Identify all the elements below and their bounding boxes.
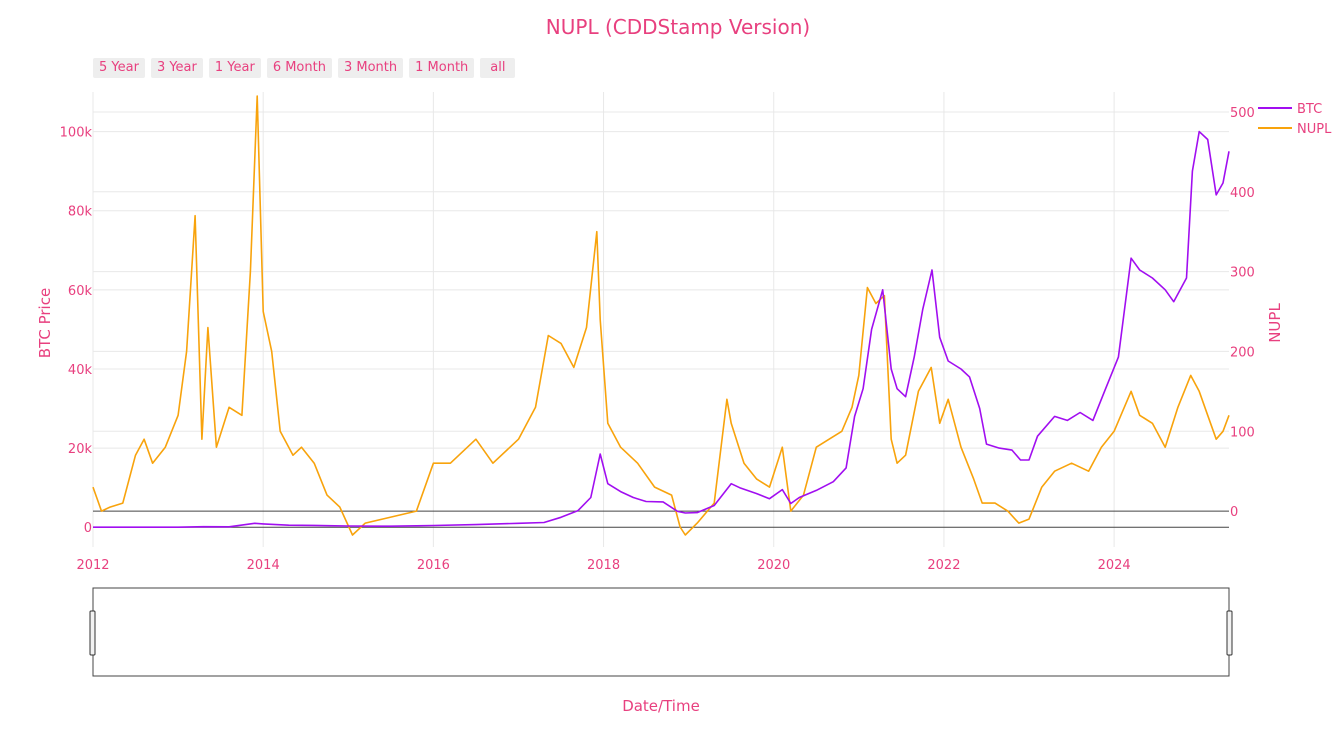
range-button-1-month[interactable]: 1 Month — [409, 58, 475, 78]
y-axis-title: BTC Price — [36, 288, 54, 358]
y2-tick-label: 200 — [1230, 345, 1255, 360]
grid-lines — [92, 92, 1229, 547]
y-tick-label: 0 — [84, 521, 92, 536]
range-button-1-year[interactable]: 1 Year — [208, 58, 261, 78]
y2-tick-label: 0 — [1230, 505, 1238, 520]
series-layer — [92, 95, 1230, 536]
x-tick-label: 2024 — [1098, 558, 1131, 573]
x-tick-label: 2016 — [417, 558, 450, 573]
y-tick-label: 100k — [60, 126, 93, 141]
y-tick-label: 80k — [68, 205, 93, 220]
x-tick-label: 2014 — [247, 558, 280, 573]
series-line-nupl — [92, 95, 1230, 536]
legend-item-nupl[interactable]: NUPL — [1258, 122, 1332, 137]
range-slider-track[interactable] — [92, 587, 1230, 677]
chart-title: NUPL (CDDStamp Version) — [545, 15, 811, 39]
y-tick-label: 40k — [68, 363, 93, 378]
range-slider-right-handle[interactable] — [1226, 610, 1233, 656]
axis-labels: 2012 2014 2016 2018 2020 2022 2024 0 20k 40k 60k 80… — [60, 106, 1255, 573]
x-tick-label: 2018 — [587, 558, 620, 573]
legend: BTC NUPL — [1258, 102, 1332, 137]
x-axis-title: Date/Time — [622, 697, 700, 715]
zero-lines — [93, 510, 1229, 528]
y2-tick-label: 500 — [1230, 106, 1255, 121]
legend-label-btc: BTC — [1297, 102, 1322, 117]
legend-label-nupl: NUPL — [1297, 122, 1332, 137]
x-tick-label: 2022 — [927, 558, 960, 573]
range-button-3-month[interactable]: 3 Month — [337, 58, 404, 78]
range-button-3-year[interactable]: 3 Year — [150, 58, 203, 78]
y2-tick-label: 300 — [1230, 266, 1255, 281]
range-slider-left-handle[interactable] — [89, 610, 96, 656]
range-button-5-year[interactable]: 5 Year — [93, 58, 145, 78]
legend-item-btc[interactable]: BTC — [1258, 102, 1322, 117]
range-button-6-month[interactable]: 6 Month — [266, 58, 332, 78]
y2-tick-label: 100 — [1230, 425, 1255, 440]
range-selector: 5 Year 3 Year 1 Year 6 Month 3 Month 1 M… — [93, 58, 516, 78]
y2-axis-title: NUPL — [1266, 303, 1284, 343]
range-button-all[interactable]: all — [480, 58, 516, 78]
x-tick-label: 2020 — [757, 558, 790, 573]
series-line-btc — [93, 130, 1230, 529]
y-tick-label: 20k — [68, 442, 93, 457]
y-tick-label: 60k — [68, 284, 93, 299]
range-slider[interactable] — [89, 587, 1233, 677]
y2-tick-label: 400 — [1230, 186, 1255, 201]
x-tick-label: 2012 — [76, 558, 109, 573]
